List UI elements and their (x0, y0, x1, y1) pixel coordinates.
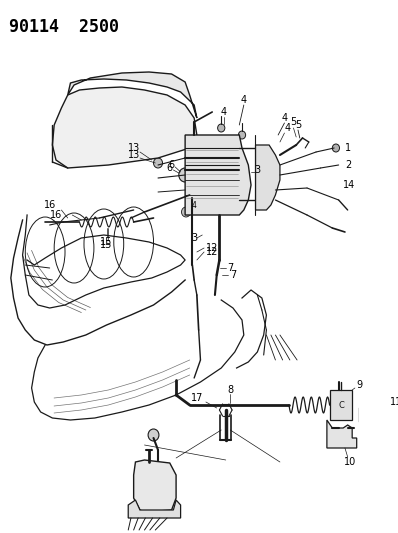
Circle shape (332, 144, 339, 152)
Text: C: C (338, 400, 344, 409)
Text: 17: 17 (191, 393, 203, 403)
Text: 15: 15 (100, 240, 113, 250)
Circle shape (199, 160, 231, 196)
Circle shape (154, 158, 162, 168)
Text: 4: 4 (281, 113, 287, 123)
Text: 5: 5 (295, 120, 301, 130)
Text: 8: 8 (227, 385, 233, 395)
Text: 1: 1 (345, 143, 351, 153)
Circle shape (258, 157, 266, 167)
Text: 6: 6 (168, 160, 175, 170)
Text: 4: 4 (221, 107, 227, 117)
Text: 16: 16 (43, 200, 56, 210)
Text: 12: 12 (206, 247, 218, 257)
Text: 6: 6 (167, 163, 173, 173)
Text: 4: 4 (192, 200, 197, 209)
Text: 13: 13 (127, 143, 140, 153)
Polygon shape (327, 420, 357, 448)
Text: 14: 14 (343, 180, 355, 190)
Text: 3: 3 (191, 233, 197, 243)
Circle shape (238, 131, 246, 139)
Polygon shape (330, 390, 352, 420)
Text: 4: 4 (284, 123, 290, 133)
Polygon shape (68, 72, 197, 118)
Circle shape (148, 429, 159, 441)
Polygon shape (53, 87, 197, 168)
Text: 2: 2 (345, 160, 351, 170)
Text: 90114  2500: 90114 2500 (9, 18, 119, 36)
Text: 16: 16 (50, 210, 62, 220)
Circle shape (260, 193, 264, 197)
Circle shape (181, 207, 191, 217)
Text: 5: 5 (291, 117, 297, 127)
Polygon shape (185, 135, 251, 215)
Text: 13: 13 (127, 150, 140, 160)
Text: 7: 7 (228, 263, 234, 273)
Text: 12: 12 (206, 243, 218, 253)
Circle shape (258, 190, 266, 200)
Circle shape (260, 160, 264, 164)
Text: 3: 3 (254, 165, 260, 175)
Text: 4: 4 (241, 95, 247, 105)
Polygon shape (128, 500, 181, 518)
Polygon shape (134, 460, 176, 512)
Polygon shape (359, 404, 379, 426)
Polygon shape (256, 145, 280, 210)
Circle shape (179, 168, 191, 182)
Text: 10: 10 (344, 457, 357, 467)
Text: 9: 9 (357, 380, 363, 390)
Text: 7: 7 (230, 270, 236, 280)
Circle shape (218, 124, 225, 132)
Text: 15: 15 (100, 237, 113, 247)
Text: 11: 11 (390, 397, 398, 407)
